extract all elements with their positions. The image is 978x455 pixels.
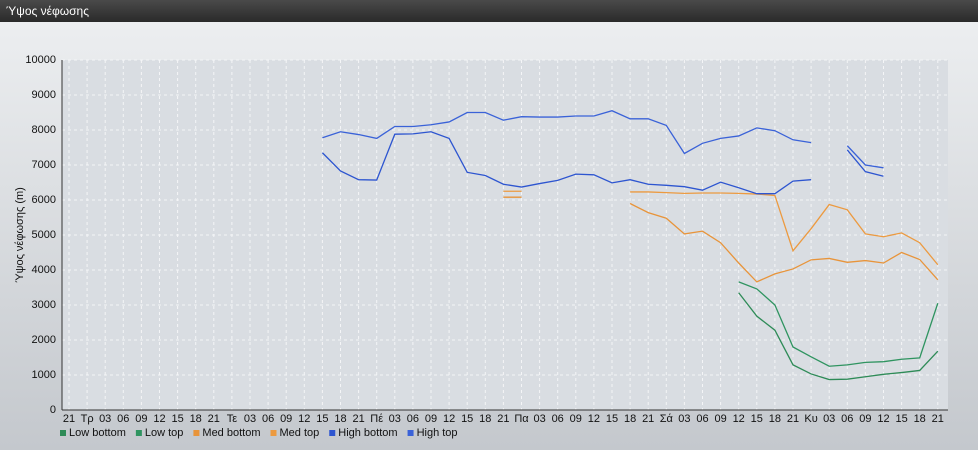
- x-tick-label: 09: [859, 413, 871, 425]
- x-tick-label: 09: [714, 413, 726, 425]
- x-tick-label: 18: [479, 413, 491, 425]
- y-tick-label: 5000: [32, 229, 56, 241]
- legend-label: Low bottom: [69, 427, 126, 439]
- legend-swatch: [270, 430, 277, 436]
- x-tick-label: 18: [334, 413, 346, 425]
- x-tick-label: 12: [153, 413, 165, 425]
- series-line: [503, 196, 939, 283]
- y-tick-label: 4000: [32, 264, 56, 276]
- x-tick-label: 09: [135, 413, 147, 425]
- panel-header: [0, 0, 978, 22]
- y-tick-label: 10000: [25, 54, 56, 66]
- x-tick-label: 21: [352, 413, 364, 425]
- x-tick-label: 21: [63, 413, 75, 425]
- x-tick-label: 15: [461, 413, 473, 425]
- y-tick-label: 6000: [32, 194, 56, 206]
- legend-swatch: [329, 430, 336, 436]
- y-tick-label: 7000: [32, 159, 56, 171]
- x-tick-label: 03: [244, 413, 256, 425]
- legend-swatch: [135, 430, 142, 436]
- series-line: [322, 110, 884, 169]
- x-tick-label: Πέ: [370, 413, 383, 425]
- legend-swatch: [407, 430, 414, 436]
- x-tick-label: 06: [841, 413, 853, 425]
- y-tick-label: 1000: [32, 369, 56, 381]
- x-tick-label: 09: [570, 413, 582, 425]
- x-tick-label: 03: [389, 413, 401, 425]
- x-tick-label: 15: [606, 413, 618, 425]
- x-tick-label: 03: [533, 413, 545, 425]
- x-tick-label: 03: [99, 413, 111, 425]
- x-tick-label: 06: [552, 413, 564, 425]
- legend-label: Med bottom: [202, 427, 260, 439]
- y-tick-label: 8000: [32, 124, 56, 136]
- x-tick-label: 06: [117, 413, 129, 425]
- y-axis-label: Ύψος νέφωσης (m): [14, 187, 26, 283]
- x-tick-label: 12: [877, 413, 889, 425]
- x-tick-label: 15: [316, 413, 328, 425]
- x-tick-label: Κυ: [804, 413, 817, 425]
- series-line: [503, 190, 939, 266]
- legend-label: High top: [417, 427, 458, 439]
- series-line: [738, 292, 939, 381]
- x-tick-label: 21: [208, 413, 220, 425]
- x-tick-label: 12: [588, 413, 600, 425]
- legend-label: Low top: [145, 427, 184, 439]
- x-tick-label: 12: [733, 413, 745, 425]
- legend-swatch: [60, 430, 66, 436]
- x-tick-label: 21: [497, 413, 509, 425]
- x-tick-label: 12: [298, 413, 310, 425]
- x-tick-label: 06: [407, 413, 419, 425]
- x-tick-label: 15: [171, 413, 183, 425]
- x-tick-label: Τρ: [81, 413, 94, 425]
- series-line: [321, 131, 884, 195]
- x-tick-label: Σά: [660, 413, 674, 425]
- y-tick-label: 3000: [32, 299, 56, 311]
- x-tick-label: 09: [280, 413, 292, 425]
- x-tick-label: 06: [696, 413, 708, 425]
- chart-title: Ύψος νέφωσης: [6, 4, 89, 18]
- y-tick-label: 2000: [32, 334, 56, 346]
- x-tick-label: 18: [769, 413, 781, 425]
- legend-label: Med top: [280, 427, 320, 439]
- series-line: [738, 281, 939, 367]
- y-tick-label: 9000: [32, 89, 56, 101]
- x-tick-label: 18: [914, 413, 926, 425]
- x-tick-label: 21: [642, 413, 654, 425]
- x-tick-label: 03: [823, 413, 835, 425]
- x-tick-label: 06: [262, 413, 274, 425]
- legend-label: High bottom: [338, 427, 397, 439]
- x-tick-label: Πα: [514, 413, 529, 425]
- x-tick-label: 18: [190, 413, 202, 425]
- x-tick-label: 21: [932, 413, 944, 425]
- x-tick-label: 21: [787, 413, 799, 425]
- x-tick-label: 09: [425, 413, 437, 425]
- legend-swatch: [193, 430, 200, 436]
- y-tick-label: 0: [50, 404, 56, 416]
- x-tick-label: 15: [895, 413, 907, 425]
- x-tick-label: 03: [678, 413, 690, 425]
- x-tick-label: 12: [443, 413, 455, 425]
- x-tick-label: Τε: [227, 413, 238, 425]
- x-tick-label: 15: [751, 413, 763, 425]
- x-tick-label: 18: [624, 413, 636, 425]
